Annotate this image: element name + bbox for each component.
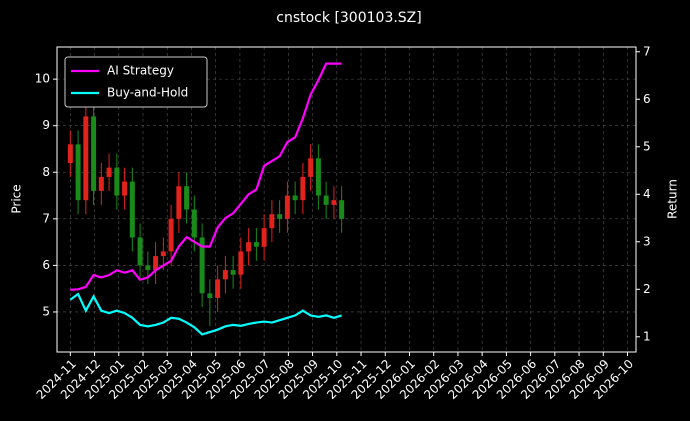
candle-body — [114, 167, 120, 196]
y-tick-label: 8 — [42, 165, 50, 179]
y-axis-label: Price — [10, 184, 24, 213]
candle-body — [91, 116, 97, 191]
y-tick-label: 7 — [42, 211, 50, 225]
y2-tick-label: 6 — [643, 92, 651, 106]
candle-body — [315, 158, 321, 196]
y2-axis-label: Return — [666, 179, 680, 219]
candle-body — [207, 293, 213, 298]
candle-body — [191, 209, 197, 238]
candle-body — [145, 265, 151, 271]
candle-body — [308, 158, 314, 177]
candle-body — [253, 242, 259, 247]
candle-body — [75, 144, 81, 201]
y2-tick-label: 5 — [643, 139, 651, 153]
candle-body — [331, 200, 337, 205]
candle-body — [168, 218, 174, 252]
candle-body — [246, 242, 252, 252]
candle-body — [261, 228, 267, 247]
candle-body — [98, 176, 104, 191]
candle-body — [284, 195, 290, 219]
candle-body — [339, 200, 345, 219]
candle-body — [129, 181, 135, 238]
candle-body — [269, 214, 275, 229]
candle-body — [122, 181, 128, 196]
candle-body — [292, 195, 298, 201]
candle-body — [83, 116, 89, 201]
series-line — [69, 292, 342, 336]
y2-tick-label: 1 — [643, 329, 651, 343]
candle-body — [300, 176, 306, 201]
y-tick-label: 6 — [42, 258, 50, 272]
legend-label: AI Strategy — [107, 64, 174, 78]
legend-box — [64, 56, 208, 108]
candle-body — [222, 270, 228, 280]
y-tick-label: 9 — [42, 118, 50, 132]
legend-label: Buy-and-Hold — [107, 86, 188, 100]
series-line — [70, 62, 342, 291]
candle-body — [137, 237, 143, 266]
y2-tick-label: 7 — [643, 44, 651, 58]
candle-body — [230, 270, 236, 275]
candle-body — [160, 251, 166, 257]
chart-title: cnstock [300103.SZ] — [276, 10, 421, 26]
candle-body — [153, 256, 159, 271]
candle-body — [238, 251, 244, 275]
y-tick-label: 5 — [42, 304, 50, 318]
y2-tick-label: 2 — [643, 282, 651, 296]
candle-body — [106, 167, 112, 177]
candle-body — [215, 279, 221, 298]
candle-body — [199, 237, 205, 294]
candle-body — [67, 144, 73, 163]
candle-body — [323, 195, 329, 205]
y2-tick-label: 3 — [643, 234, 651, 248]
candle-body — [184, 186, 190, 210]
y2-tick-label: 4 — [643, 187, 651, 201]
candle-body — [277, 214, 283, 219]
plot-frame — [56, 46, 637, 353]
candle-body — [176, 186, 182, 219]
y-tick-label: 10 — [35, 72, 50, 86]
